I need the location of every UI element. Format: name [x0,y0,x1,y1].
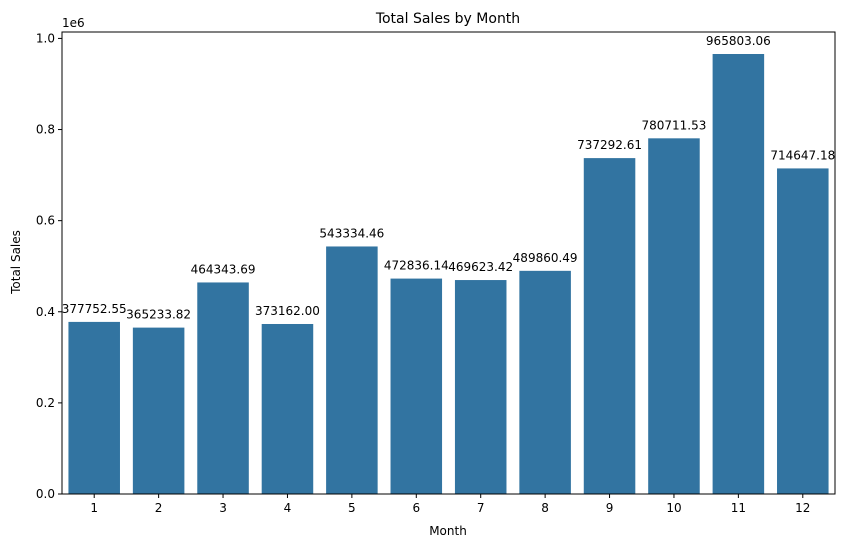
data-label-month-10: 780711.53 [642,118,707,132]
x-tick-label: 7 [477,501,485,515]
data-label-month-7: 469623.42 [448,260,513,274]
data-label-month-5: 543334.46 [319,226,384,240]
y-tick-label: 0.8 [36,123,55,137]
x-tick-label: 4 [284,501,292,515]
y-tick-label: 1.0 [36,31,55,45]
x-tick-label: 2 [155,501,163,515]
bar-month-11 [712,54,765,494]
bar-month-8 [519,270,571,494]
data-label-month-4: 373162.00 [255,304,320,318]
x-tick-label: 12 [795,501,810,515]
x-tick-label: 9 [606,501,614,515]
axes-spines [61,31,836,495]
bar-month-12 [777,168,829,494]
y-axis-label: Total Sales [9,230,23,295]
x-axis-label: Month [429,524,467,538]
x-tick-label: 6 [412,501,420,515]
bar-month-6 [390,278,443,494]
ticks-group: 1 2 3 4 5 6 7 8 9 10 11 120.00.20.40.60.81.0 [36,31,811,515]
data-label-month-1: 377752.55 [62,302,127,316]
data-label-month-11: 965803.06 [706,34,771,48]
y-axis-offset-label: 1e6 [62,16,85,30]
y-tick-label: 0.4 [36,305,55,319]
x-tick-label: 3 [219,501,227,515]
bar-month-10 [648,138,700,494]
x-tick-label: 8 [541,501,549,515]
bars-group: 377752.55 365233.82 464343.69 373162.00 5433… [62,34,835,494]
data-label-month-6: 472836.14 [384,259,449,273]
bar-month-7 [454,280,507,494]
bar-month-4 [261,323,314,494]
x-tick-label: 1 [90,501,98,515]
bar-month-3 [197,282,249,494]
y-tick-label: 0.0 [36,487,55,501]
data-label-month-2: 365233.82 [126,308,191,322]
bar-month-2 [132,327,185,494]
y-tick-label: 0.2 [36,396,55,410]
x-tick-label: 10 [666,501,681,515]
plot-frame [61,31,836,495]
bar-month-1 [68,321,120,494]
data-label-month-12: 714647.18 [770,148,835,162]
y-tick-label: 0.6 [36,214,55,228]
bar-month-9 [583,158,636,494]
x-tick-label: 11 [731,501,746,515]
x-tick-label: 5 [348,501,356,515]
data-label-month-8: 489860.49 [513,251,578,265]
data-label-month-3: 464343.69 [191,262,256,276]
data-label-month-9: 737292.61 [577,138,642,152]
chart-title: Total Sales by Month [375,11,520,27]
bar-month-5 [326,246,378,494]
